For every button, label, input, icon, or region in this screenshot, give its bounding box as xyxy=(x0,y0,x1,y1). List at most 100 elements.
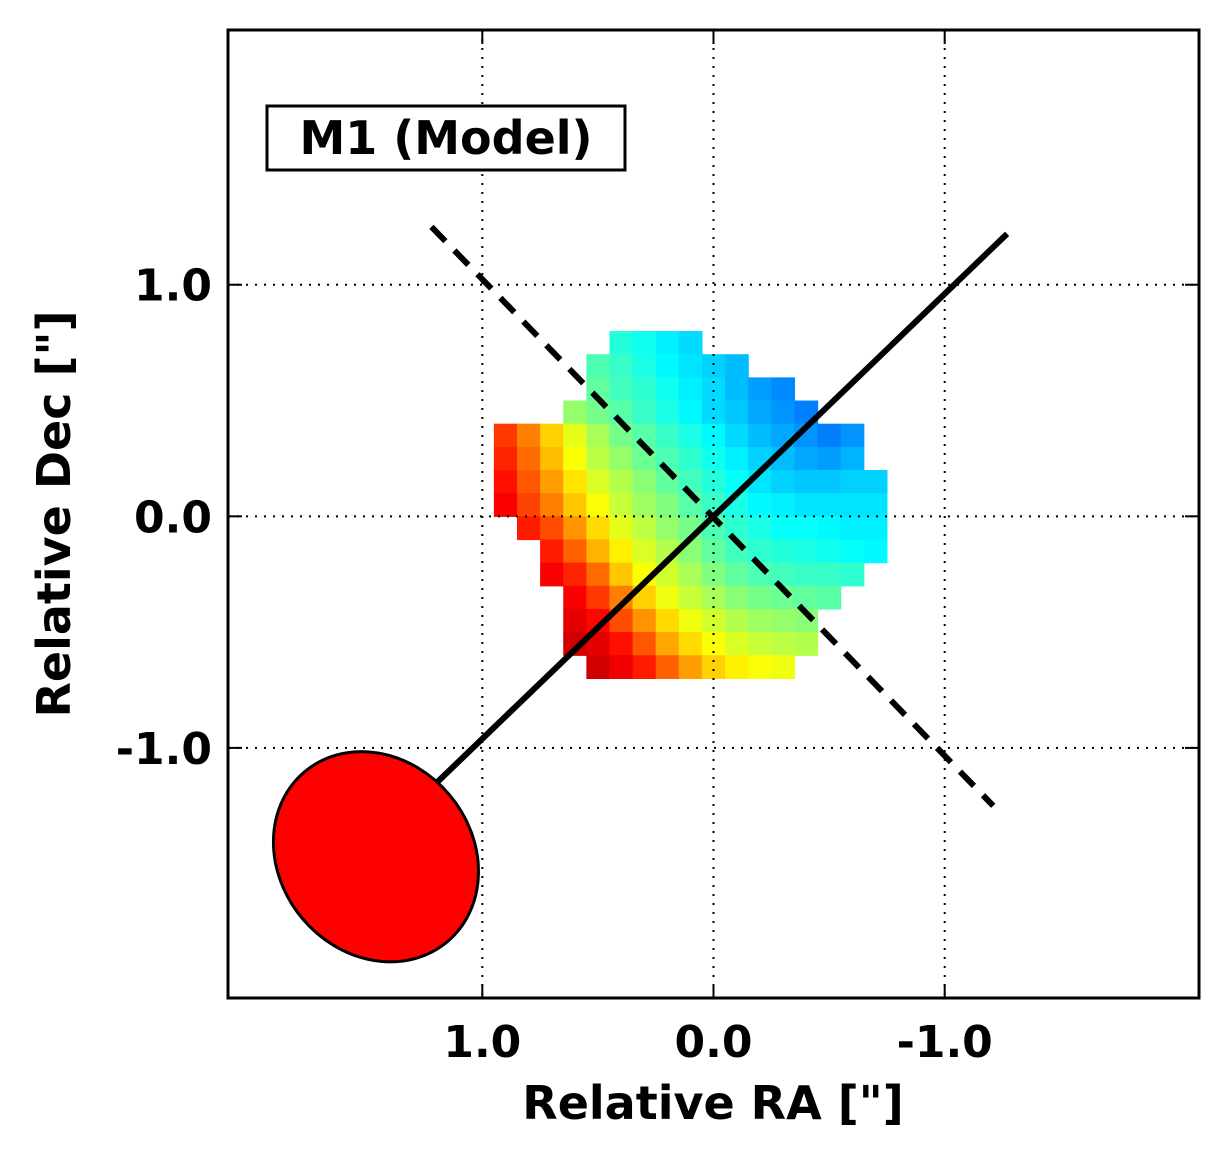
heatmap-cell xyxy=(771,470,796,494)
heatmap-cell xyxy=(678,562,703,587)
heatmap-cell xyxy=(586,446,611,471)
heatmap-cell xyxy=(655,493,680,517)
heatmap-cell xyxy=(586,655,611,680)
heatmap-cell xyxy=(632,400,657,425)
heatmap-cell xyxy=(632,354,657,378)
heatmap-cell xyxy=(632,493,657,517)
heatmap-cell xyxy=(609,377,634,402)
heatmap-cell xyxy=(609,539,634,564)
heatmap-cell xyxy=(701,446,726,471)
heatmap-cell xyxy=(632,377,657,402)
heatmap-cell xyxy=(655,400,680,425)
heatmap-cell xyxy=(540,446,564,471)
heatmap-cell xyxy=(516,493,541,517)
heatmap-cell xyxy=(655,331,680,355)
heatmap-cell xyxy=(632,632,657,656)
heatmap-cell xyxy=(493,446,518,471)
heatmap-cell xyxy=(516,446,541,471)
heatmap-cell xyxy=(840,516,865,541)
heatmap-cell xyxy=(540,493,564,517)
heatmap-cell xyxy=(794,493,819,517)
heatmap-cell xyxy=(632,608,657,633)
heatmap-cell xyxy=(516,423,541,448)
heatmap-cell xyxy=(840,470,865,494)
heatmap-cell xyxy=(655,423,680,448)
heatmap-cell xyxy=(725,632,749,656)
heatmap-cell xyxy=(586,423,611,448)
heatmap-cell xyxy=(609,655,634,680)
heatmap-cell xyxy=(586,562,611,587)
x-tick-label: 0.0 xyxy=(675,1017,753,1068)
heatmap-cell xyxy=(725,608,749,633)
heatmap-cell xyxy=(817,446,842,471)
heatmap-cell xyxy=(725,562,749,587)
heatmap-cell xyxy=(840,423,865,448)
heatmap-cell xyxy=(771,632,796,656)
heatmap-cell xyxy=(748,608,772,633)
heatmap-cell xyxy=(701,655,726,680)
axis-lines xyxy=(417,224,1010,808)
heatmap-cell xyxy=(748,377,772,402)
heatmap-cell xyxy=(655,354,680,378)
heatmap-cell xyxy=(863,516,888,541)
heatmap-cell xyxy=(794,470,819,494)
heatmap-cell xyxy=(748,632,772,656)
x-axis-title: Relative RA ["] xyxy=(522,1076,903,1130)
heatmap-cell xyxy=(678,585,703,610)
heatmap-cell xyxy=(748,585,772,610)
heatmap-cell xyxy=(725,377,749,402)
heatmap-cell xyxy=(725,423,749,448)
heatmap-cell xyxy=(748,655,772,680)
heatmap-cell xyxy=(678,632,703,656)
beam-group xyxy=(271,750,480,964)
heatmap-cell xyxy=(863,539,888,564)
heatmap-cell xyxy=(771,655,796,680)
heatmap-cell xyxy=(678,377,703,402)
heatmap-cell xyxy=(725,446,749,471)
heatmap-cell xyxy=(540,539,564,564)
beam-ellipse xyxy=(271,750,480,964)
heatmap-cell xyxy=(516,516,541,541)
heatmap-cell xyxy=(817,562,842,587)
heatmap-cell xyxy=(701,377,726,402)
tick-marks xyxy=(228,30,1199,998)
heatmap-cell xyxy=(586,354,611,378)
heatmap-cell xyxy=(563,585,587,610)
heatmap-cell xyxy=(748,539,772,564)
heatmap-cell xyxy=(563,446,587,471)
heatmap-cell xyxy=(586,632,611,656)
heatmap-cell xyxy=(701,400,726,425)
heatmap-cell xyxy=(655,632,680,656)
heatmap-cell xyxy=(586,585,611,610)
heatmap-cell xyxy=(863,470,888,494)
heatmap-cell xyxy=(563,423,587,448)
heatmap-cell xyxy=(609,585,634,610)
heatmap-cell xyxy=(655,516,680,541)
y-tick-label: -1.0 xyxy=(116,724,212,775)
heatmap-cell xyxy=(655,377,680,402)
heatmap-cell xyxy=(540,516,564,541)
heatmap-cell xyxy=(771,400,796,425)
heatmap-cell xyxy=(678,354,703,378)
heatmap-cell xyxy=(655,608,680,633)
heatmap-cell xyxy=(493,493,518,517)
heatmap-cell xyxy=(678,608,703,633)
heatmap-cell xyxy=(586,516,611,541)
heatmap-cell xyxy=(725,585,749,610)
heatmap-cell xyxy=(586,608,611,633)
heatmap-cell xyxy=(609,516,634,541)
heatmap-cell xyxy=(817,539,842,564)
heatmap-cell xyxy=(701,608,726,633)
heatmap-cell xyxy=(586,493,611,517)
heatmap-cell xyxy=(609,331,634,355)
x-tick-label: 1.0 xyxy=(443,1017,521,1068)
heatmap-cell xyxy=(794,516,819,541)
heatmap-cell xyxy=(725,354,749,378)
heatmap-cell xyxy=(563,516,587,541)
heatmap-cell xyxy=(493,423,518,448)
heatmap-cell xyxy=(493,470,518,494)
heatmap-cell xyxy=(840,446,865,471)
heatmap-cell xyxy=(563,400,587,425)
heatmap-cell xyxy=(516,470,541,494)
heatmap-cell xyxy=(794,539,819,564)
